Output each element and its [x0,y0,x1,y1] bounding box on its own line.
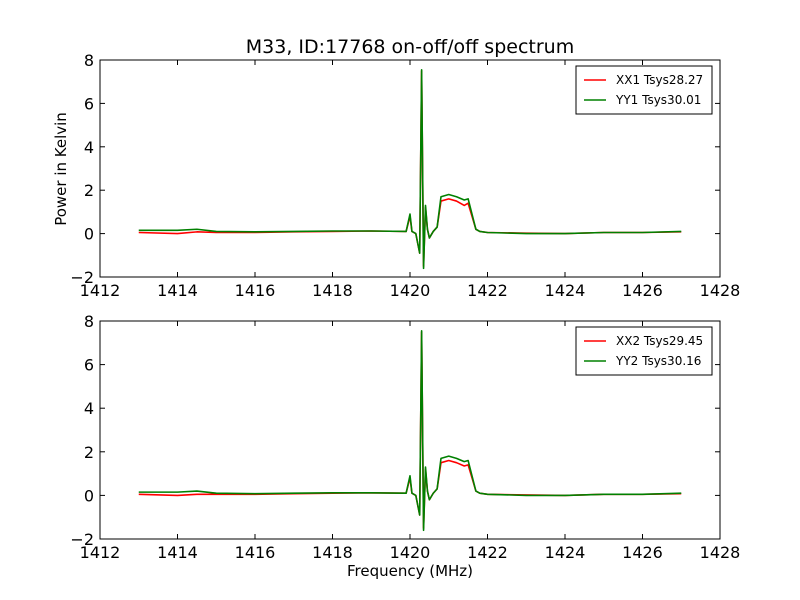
top-spectrum-panel: 1412 1414 1416 1418 1420 1422 1424 1426 1428 −2 0 2… [70,51,740,300]
y-tick-label: 6 [84,94,94,113]
x-tick-label: 1426 [622,543,663,562]
legend-label: XX2 Tsys29.45 [616,334,703,348]
legend-label: YY1 Tsys30.01 [615,93,701,107]
y-tick-label: 8 [84,51,94,70]
x-tick-label: 1420 [390,543,431,562]
x-tick-label: 1414 [157,281,198,300]
x-tick-label: 1418 [312,281,353,300]
series-line-yy [138,68,682,270]
x-tick-label: 1418 [312,543,353,562]
bottom-spectrum-panel: 1412 1414 1416 1418 1420 1422 1424 1426 1428 −2 0 2… [70,312,740,562]
y-tick-label: −2 [70,268,94,287]
y-tick-label: 2 [84,181,94,200]
y-tick-label: 6 [84,356,94,375]
x-tick-label: 1424 [545,543,586,562]
x-tick-label: 1416 [235,543,276,562]
x-tick-label: 1412 [80,281,121,300]
x-tick-label: 1422 [467,281,508,300]
y-axis-label: Power in Kelvin [52,112,70,226]
y-tick-label: 8 [84,312,94,331]
y-tick-label: 0 [84,486,94,505]
legend: XX2 Tsys29.45 YY2 Tsys30.16 [575,326,713,376]
x-tick-label: 1428 [700,281,741,300]
x-tick-label: 1412 [80,543,121,562]
y-tick-label: 4 [84,399,94,418]
x-tick-label: 1414 [157,543,198,562]
figure-title: M33, ID:17768 on-off/off spectrum [246,36,574,58]
y-tick-label: −2 [70,530,94,549]
x-tick-label: 1426 [622,281,663,300]
x-tick-label: 1424 [545,281,586,300]
x-tick-label: 1428 [700,543,741,562]
x-tick-label: 1420 [390,281,431,300]
legend-label: YY2 Tsys30.16 [615,354,701,368]
y-tick-label: 4 [84,138,94,157]
legend-box [575,65,713,115]
y-tick-label: 0 [84,225,94,244]
x-tick-label: 1416 [235,281,276,300]
legend-label: XX1 Tsys28.27 [616,73,703,87]
x-tick-label: 1422 [467,543,508,562]
legend: XX1 Tsys28.27 YY1 Tsys30.01 [575,65,713,115]
legend-box [575,326,713,376]
y-tick-label: 2 [84,443,94,462]
series-line-yy [138,330,682,532]
x-axis-label: Frequency (MHz) [347,562,473,580]
